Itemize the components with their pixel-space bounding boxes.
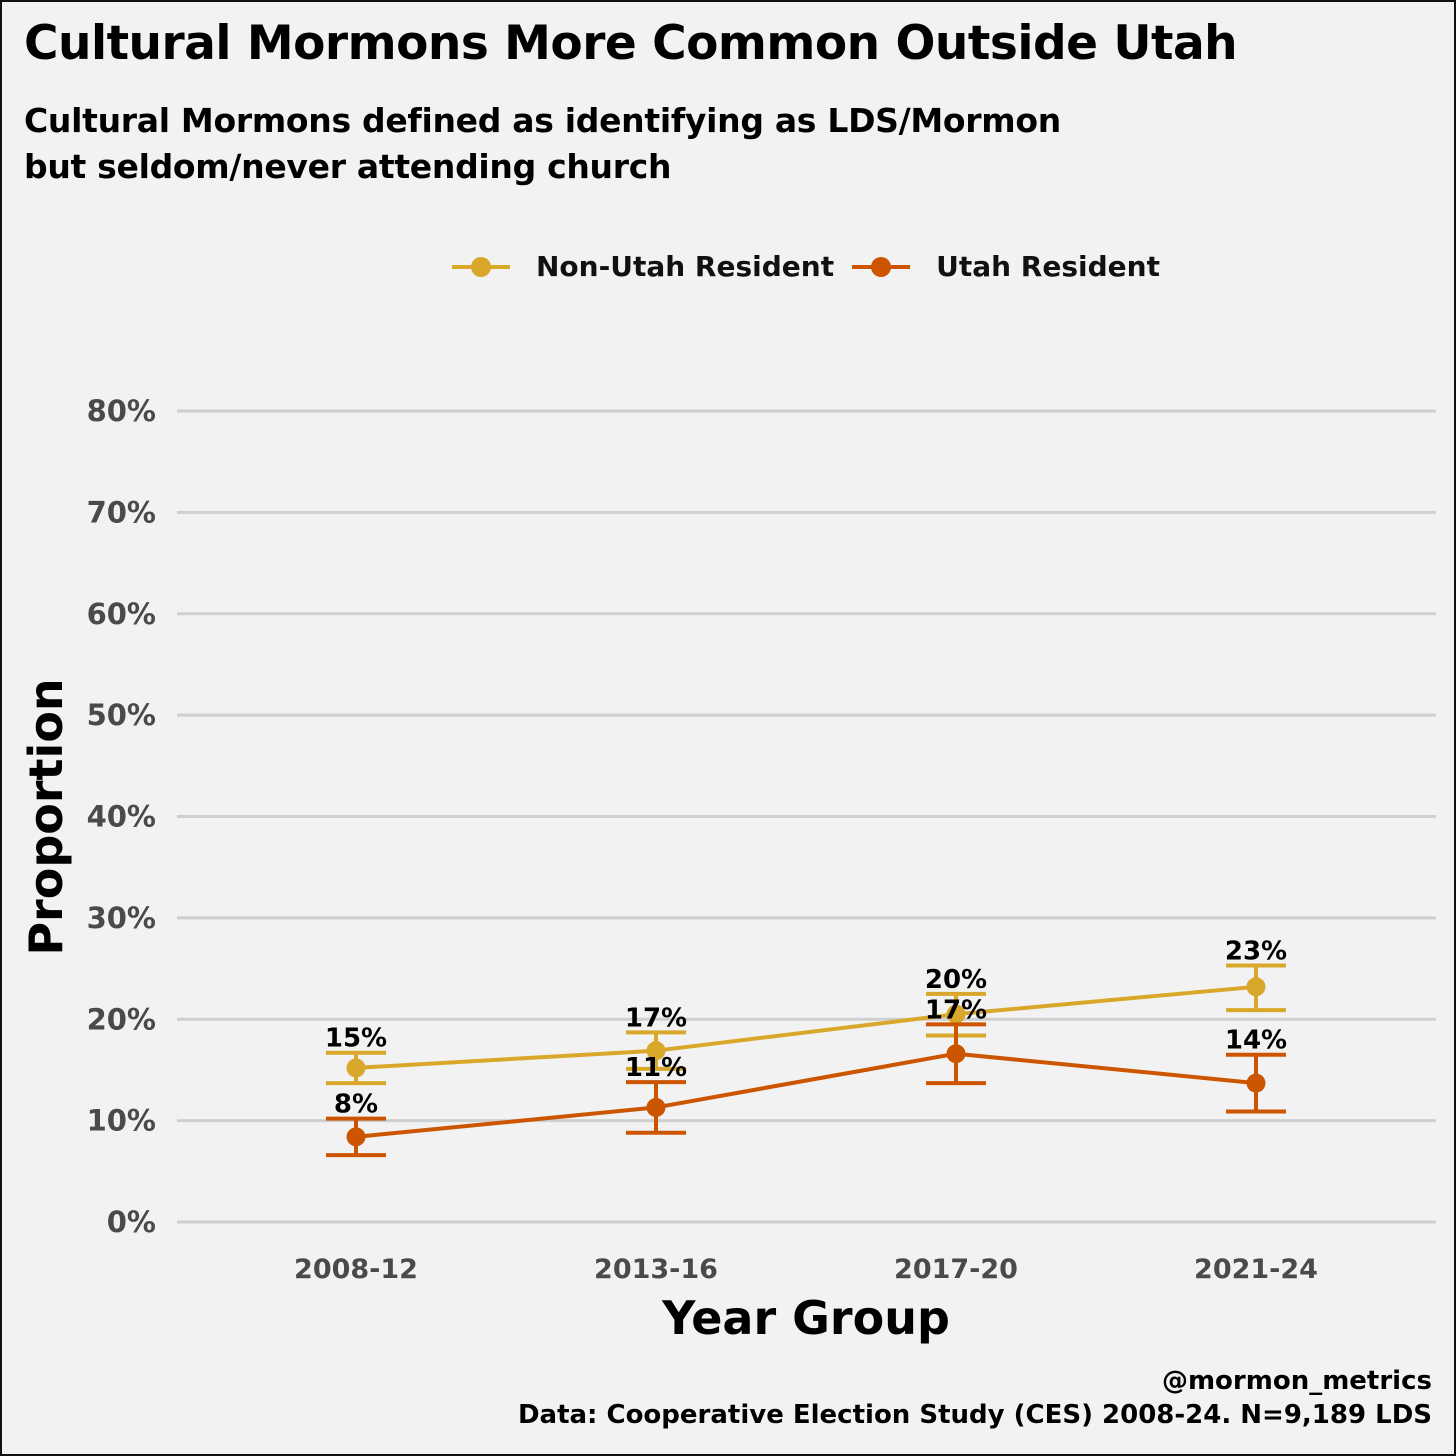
chart-subtitle: Cultural Mormons defined as identifying … <box>24 98 1061 190</box>
legend-key-non-utah <box>452 256 510 277</box>
y-tick-label: 40% <box>87 800 156 834</box>
data-label-non-utah: 23% <box>1225 937 1287 967</box>
data-label-utah: 11% <box>625 1053 687 1083</box>
series-line-utah <box>355 1051 1257 1139</box>
y-tick-label: 10% <box>87 1104 156 1138</box>
y-tick-label: 50% <box>87 698 156 732</box>
y-tick-label: 20% <box>87 1002 156 1036</box>
y-tick-label: 80% <box>87 394 156 428</box>
caption-source: Data: Cooperative Election Study (CES) 2… <box>517 1400 1432 1430</box>
legend-item-non-utah: Non-Utah Resident <box>452 250 834 283</box>
legend-dot-utah <box>871 256 892 277</box>
data-label-non-utah: 17% <box>625 1003 687 1033</box>
data-point-utah <box>646 1097 666 1117</box>
legend-key-utah <box>852 256 911 277</box>
y-tick-label: 60% <box>87 597 156 631</box>
y-tick-label: 0% <box>107 1205 156 1239</box>
caption-handle: @mormon_metrics <box>1161 1366 1432 1396</box>
x-tick-label: 2008-12 <box>294 1254 418 1285</box>
legend-item-utah: Utah Resident <box>852 250 1160 283</box>
subtitle-line-1: Cultural Mormons defined as identifying … <box>24 101 1061 140</box>
y-axis-title: Proportion <box>19 678 73 955</box>
x-tick-label: 2017-20 <box>894 1254 1018 1285</box>
data-point-utah <box>946 1044 966 1064</box>
y-tick-label: 70% <box>87 495 156 529</box>
y-tick-label: 30% <box>87 901 156 935</box>
data-point-non-utah <box>646 1041 666 1061</box>
data-point-non-utah <box>946 1004 966 1024</box>
data-label-utah: 8% <box>334 1090 378 1120</box>
data-point-non-utah <box>346 1058 366 1078</box>
x-tick-label: 2013-16 <box>594 1254 718 1285</box>
data-label-non-utah: 15% <box>325 1024 387 1054</box>
caption: @mormon_metrics Data: Cooperative Electi… <box>518 1364 1432 1432</box>
x-axis-title: Year Group <box>661 1291 950 1345</box>
data-label-utah: 17% <box>925 995 987 1025</box>
subtitle-line-2: but seldom/never attending church <box>24 147 672 186</box>
data-point-utah <box>1246 1073 1266 1093</box>
chart-title: Cultural Mormons More Common Outside Uta… <box>24 16 1238 71</box>
x-tick-label: 2021-24 <box>1194 1254 1318 1285</box>
series-line-non-utah <box>355 984 1257 1070</box>
legend: Non-Utah Resident Utah Resident <box>452 250 1160 283</box>
legend-label-non-utah: Non-Utah Resident <box>536 250 835 283</box>
legend-label-utah: Utah Resident <box>936 250 1160 283</box>
data-label-non-utah: 20% <box>925 965 987 995</box>
data-label-utah: 14% <box>1225 1026 1287 1056</box>
data-point-utah <box>346 1127 366 1147</box>
data-point-non-utah <box>1246 977 1266 997</box>
legend-dot-non-utah <box>471 256 491 277</box>
